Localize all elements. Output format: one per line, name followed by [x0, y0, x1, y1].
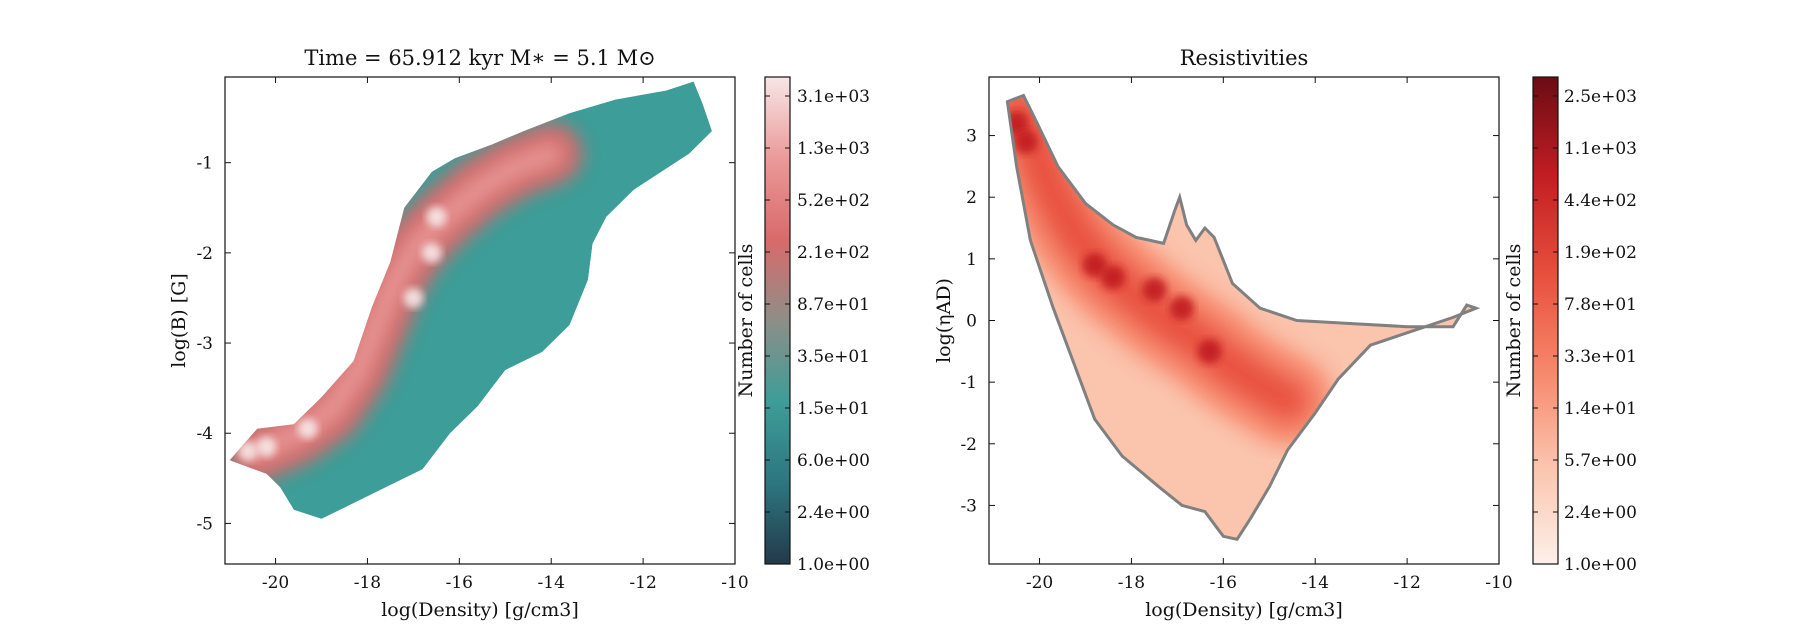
colorbar-tick-label: 7.8e+01: [1564, 295, 1637, 315]
chart-title: Resistivities: [1180, 46, 1309, 70]
cloud-peak: [1082, 253, 1107, 278]
y-tick-label: -2: [960, 435, 977, 455]
cloud-core: [246, 142, 563, 463]
y-tick-label: -2: [196, 244, 213, 264]
cloud-peak: [1169, 296, 1194, 321]
colorbar-tick-label: 6.0e+00: [797, 451, 870, 471]
y-axis-label: log(B) [G]: [168, 273, 190, 368]
contour-outline: [1005, 93, 1481, 541]
x-tick-label: -16: [446, 573, 473, 593]
colorbar-tick-label: 1.3e+03: [797, 139, 870, 159]
cloud-ridge: [1007, 95, 1308, 421]
colorbar-label: Number of cells: [1503, 244, 1525, 398]
x-tick-label: -20: [262, 573, 289, 593]
colorbar-tick-label: 1.0e+00: [797, 555, 870, 575]
x-axis-label: log(Density) [g/cm3]: [381, 599, 579, 621]
colorbar-tick-label: 2.5e+03: [1564, 87, 1637, 107]
x-tick-label: -12: [629, 573, 656, 593]
x-tick-label: -10: [1485, 573, 1512, 593]
cloud-peak: [403, 287, 424, 308]
x-tick-label: -14: [1302, 573, 1329, 593]
y-tick-label: -3: [960, 496, 977, 516]
cloud-peak: [297, 418, 318, 439]
cloud-peak: [1142, 277, 1167, 302]
y-axis-label: log(ηAD): [933, 278, 955, 363]
x-tick-label: -12: [1393, 573, 1420, 593]
cloud-peak: [1101, 265, 1126, 290]
cloud-peak: [1197, 339, 1222, 364]
axes-frame: [224, 76, 736, 565]
x-tick-label: -18: [354, 573, 381, 593]
density-cloud: [229, 81, 712, 519]
colorbar-tick-label: 1.4e+01: [1564, 399, 1637, 419]
x-axis-label: log(Density) [g/cm3]: [1145, 599, 1343, 621]
colorbar-tick-label: 3.1e+03: [797, 87, 870, 107]
colorbar-tick-label: 2.1e+02: [797, 243, 870, 263]
colorbar: [764, 76, 791, 565]
y-tick-label: -1: [196, 154, 213, 174]
y-tick-label: -3: [196, 334, 213, 354]
colorbar-tick-label: 3.5e+01: [797, 347, 870, 367]
cloud-peak: [256, 436, 277, 457]
x-tick-label: -20: [1026, 573, 1053, 593]
panel-magnetic-field: -20 -18 -16 -14 -12 -10 -1 -2 -3 -4 -5 Time = 65.91…: [168, 46, 870, 621]
cloud-peak: [237, 441, 258, 462]
y-tick-label: -4: [196, 424, 213, 444]
x-tick-label: -14: [538, 573, 565, 593]
y-tick-label: -5: [196, 514, 213, 534]
density-cloud: [1007, 95, 1476, 540]
colorbar-tick-label: 1.0e+00: [1564, 555, 1637, 575]
colorbar-tick-label: 1.9e+02: [1564, 243, 1637, 263]
panel-resistivities: -20 -18 -16 -14 -12 -10 3 2 1 0 -1 -2 -3 Resistivitie…: [933, 46, 1637, 621]
y-tick-label: 3: [966, 127, 977, 147]
cloud-peak: [1013, 129, 1038, 154]
cloud-peak: [426, 206, 447, 227]
colorbar: [1532, 76, 1559, 565]
colorbar-tick-label: 2.4e+00: [797, 503, 870, 523]
colorbar-tick-label: 2.4e+00: [1564, 503, 1637, 523]
y-tick-label: -1: [960, 373, 977, 393]
y-tick-label: 0: [966, 312, 977, 332]
y-tick-label: 2: [966, 188, 977, 208]
colorbar-tick-label: 1.1e+03: [1564, 139, 1637, 159]
colorbar-tick-label: 3.3e+01: [1564, 347, 1637, 367]
x-tick-label: -18: [1118, 573, 1145, 593]
colorbar-tick-label: 4.4e+02: [1564, 191, 1637, 211]
y-tick-label: 1: [966, 250, 977, 270]
x-tick-label: -10: [721, 573, 748, 593]
cloud-peak: [421, 242, 442, 263]
colorbar-tick-label: 1.5e+01: [797, 399, 870, 419]
colorbar-tick-label: 5.7e+00: [1564, 451, 1637, 471]
colorbar-label: Number of cells: [735, 244, 757, 398]
x-tick-label: -16: [1210, 573, 1237, 593]
chart-title: Time = 65.912 kyr M∗ = 5.1 M⊙: [304, 46, 655, 70]
colorbar-tick-label: 5.2e+02: [797, 191, 870, 211]
colorbar-tick-label: 8.7e+01: [797, 295, 870, 315]
